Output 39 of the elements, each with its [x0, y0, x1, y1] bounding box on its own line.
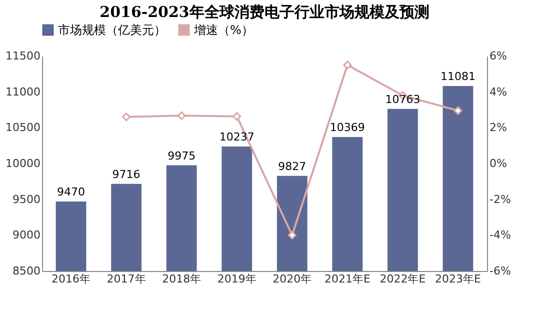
y2-tick-label: 4%	[490, 85, 507, 98]
y-tick-label: 9500	[12, 192, 40, 206]
data-label: 9470	[57, 185, 86, 198]
legend-label: 市场规模（亿美元）	[58, 23, 166, 37]
y2-tick-label: 6%	[490, 50, 507, 62]
chart-title: 2016-2023年全球消费电子行业市场规模及预测	[100, 3, 430, 21]
x-tick-label: 2020年	[272, 272, 312, 286]
y-tick-label: 8500	[12, 264, 40, 278]
x-tick-label: 2021年E	[324, 272, 370, 286]
x-tick-label: 2022年E	[380, 272, 426, 286]
point	[177, 111, 186, 120]
data-label: 9975	[168, 149, 196, 162]
y2-tick-label: 2%	[490, 121, 507, 134]
y-tick-label: 9000	[12, 228, 40, 242]
y-tick-label: 11500	[6, 50, 40, 62]
y-tick-label: 10000	[6, 157, 40, 170]
point	[288, 230, 296, 240]
point	[232, 112, 242, 121]
data-label: 9827	[278, 160, 306, 173]
point	[122, 112, 131, 122]
y2-tick-label: 0%	[490, 157, 507, 170]
y2-tick-label: -4%	[490, 228, 511, 242]
x-tick-label: 2019年	[217, 272, 256, 286]
data-label: 9716	[112, 168, 140, 181]
data-label: 10763	[385, 92, 420, 106]
x-tick-label: 2017年	[106, 272, 146, 286]
point	[343, 60, 352, 70]
data-label: 11081	[440, 70, 476, 84]
x-tick-label: 2018年	[162, 272, 202, 286]
y-tick-label: 11000	[6, 85, 40, 98]
data-label: 10369	[330, 121, 365, 134]
legend-label: 增速（%）	[193, 23, 254, 37]
x-tick-label: 2023年E	[435, 272, 481, 286]
data-label: 10237	[219, 130, 254, 144]
y2-tick-label: -6%	[490, 264, 511, 278]
y-tick-label: 10500	[6, 121, 40, 134]
y2-tick-label: -2%	[490, 192, 511, 206]
point	[454, 106, 462, 115]
x-tick-label: 2016年	[52, 272, 91, 286]
